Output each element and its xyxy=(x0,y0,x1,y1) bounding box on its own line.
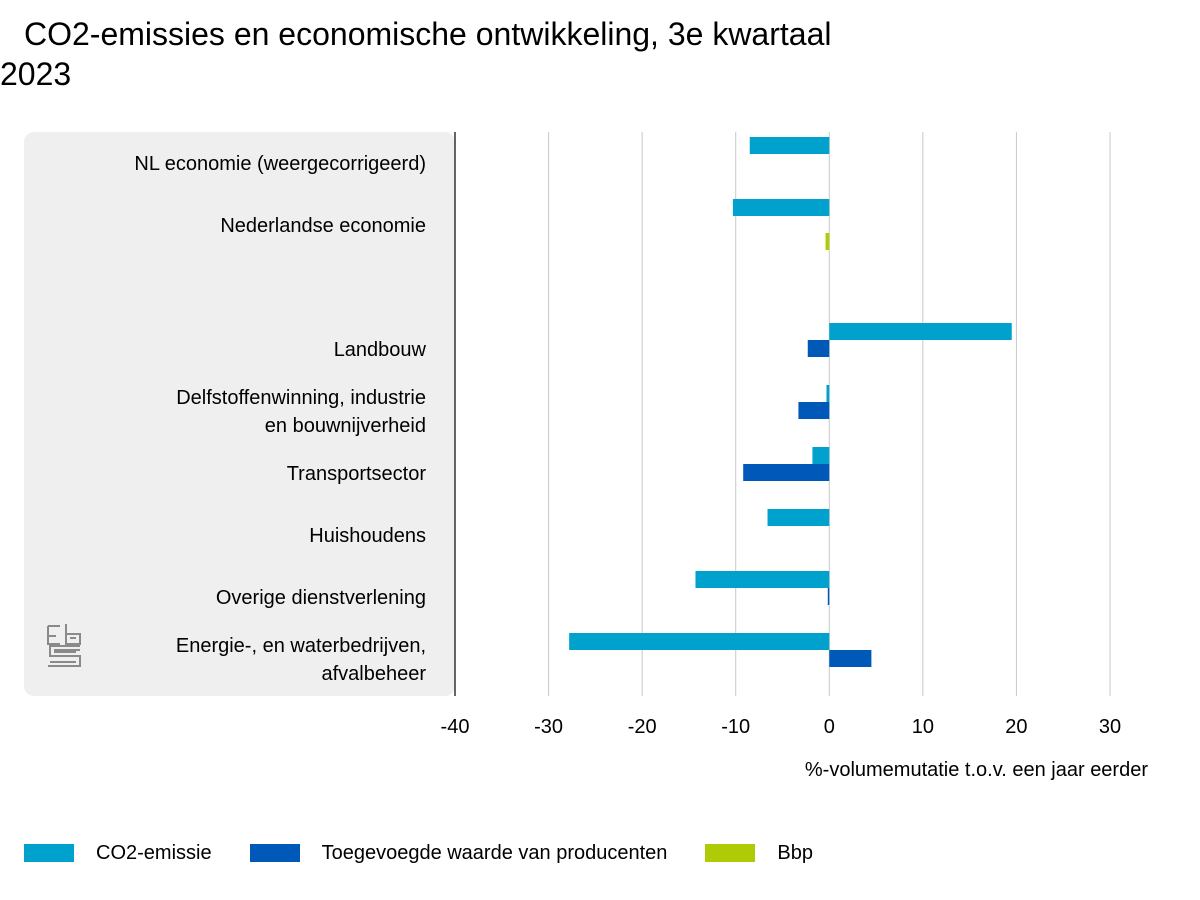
category-label: NL economie (weergecorrigeerd) xyxy=(134,153,426,175)
bar xyxy=(829,323,1012,340)
legend-item-toegevoegde-waarde: Toegevoegde waarde van producenten xyxy=(249,841,668,865)
chart-title-line-2: 2023 xyxy=(0,56,72,92)
bar xyxy=(826,385,830,402)
legend-label-co2: CO2-emissie xyxy=(96,841,212,864)
bar xyxy=(807,340,830,357)
legend: CO2-emissie Toegevoegde waarde van produ… xyxy=(24,840,851,866)
cbs-logo-icon xyxy=(46,622,86,675)
category-label: Transportsector xyxy=(287,463,427,485)
bar xyxy=(798,402,830,419)
x-tick-label: -30 xyxy=(534,716,563,738)
bar xyxy=(827,588,830,605)
bar xyxy=(569,633,830,650)
category-label: Overige dienstverlening xyxy=(216,587,426,609)
category-label: Huishoudens xyxy=(309,525,426,547)
legend-label-toegevoegde-waarde: Toegevoegde waarde van producenten xyxy=(321,841,668,864)
bar xyxy=(695,571,830,588)
x-tick-label: -10 xyxy=(721,716,750,738)
category-label: en bouwnijverheid xyxy=(265,415,426,437)
bar xyxy=(749,137,830,154)
category-label: afvalbeheer xyxy=(321,663,426,685)
bar xyxy=(829,650,872,667)
x-tick-label: 30 xyxy=(1099,716,1121,738)
legend-item-bbp: Bbp xyxy=(705,842,813,865)
category-label-panel xyxy=(24,132,455,696)
legend-swatch-co2 xyxy=(24,844,74,862)
category-label: Energie-, en waterbedrijven, xyxy=(176,635,426,657)
x-tick-label: 10 xyxy=(912,716,934,738)
legend-swatch-bbp xyxy=(705,844,756,862)
legend-swatch-toegevoegde-waarde xyxy=(249,844,300,862)
legend-label-bbp: Bbp xyxy=(777,841,813,864)
chart-title-line-1: CO2-emissies en economische ontwikkeling… xyxy=(24,16,832,52)
category-label: Nederlandse economie xyxy=(220,215,426,237)
bar xyxy=(825,233,830,250)
x-axis-label: %-volumemutatie t.o.v. een jaar eerder xyxy=(805,759,1148,781)
category-labels: NL economie (weergecorrigeerd) Nederlands… xyxy=(134,153,426,685)
category-label: Delfstoffenwinning, industrie xyxy=(176,387,426,409)
bar xyxy=(767,509,830,526)
category-label: Landbouw xyxy=(334,339,427,361)
x-tick-label: -20 xyxy=(628,716,657,738)
x-tick-label: 0 xyxy=(824,716,835,738)
x-tick-label: -40 xyxy=(441,716,470,738)
x-tick-label: 20 xyxy=(1005,716,1027,738)
bar xyxy=(743,464,830,481)
x-tick-labels: -40 -30 -20 -10 0 10 20 30 xyxy=(441,716,1122,738)
bar xyxy=(812,447,830,464)
chart-title: CO2-emissies en economische ontwikkeling… xyxy=(0,14,900,94)
legend-item-co2: CO2-emissie xyxy=(24,842,212,865)
bar xyxy=(732,199,830,216)
bars xyxy=(569,137,1012,667)
